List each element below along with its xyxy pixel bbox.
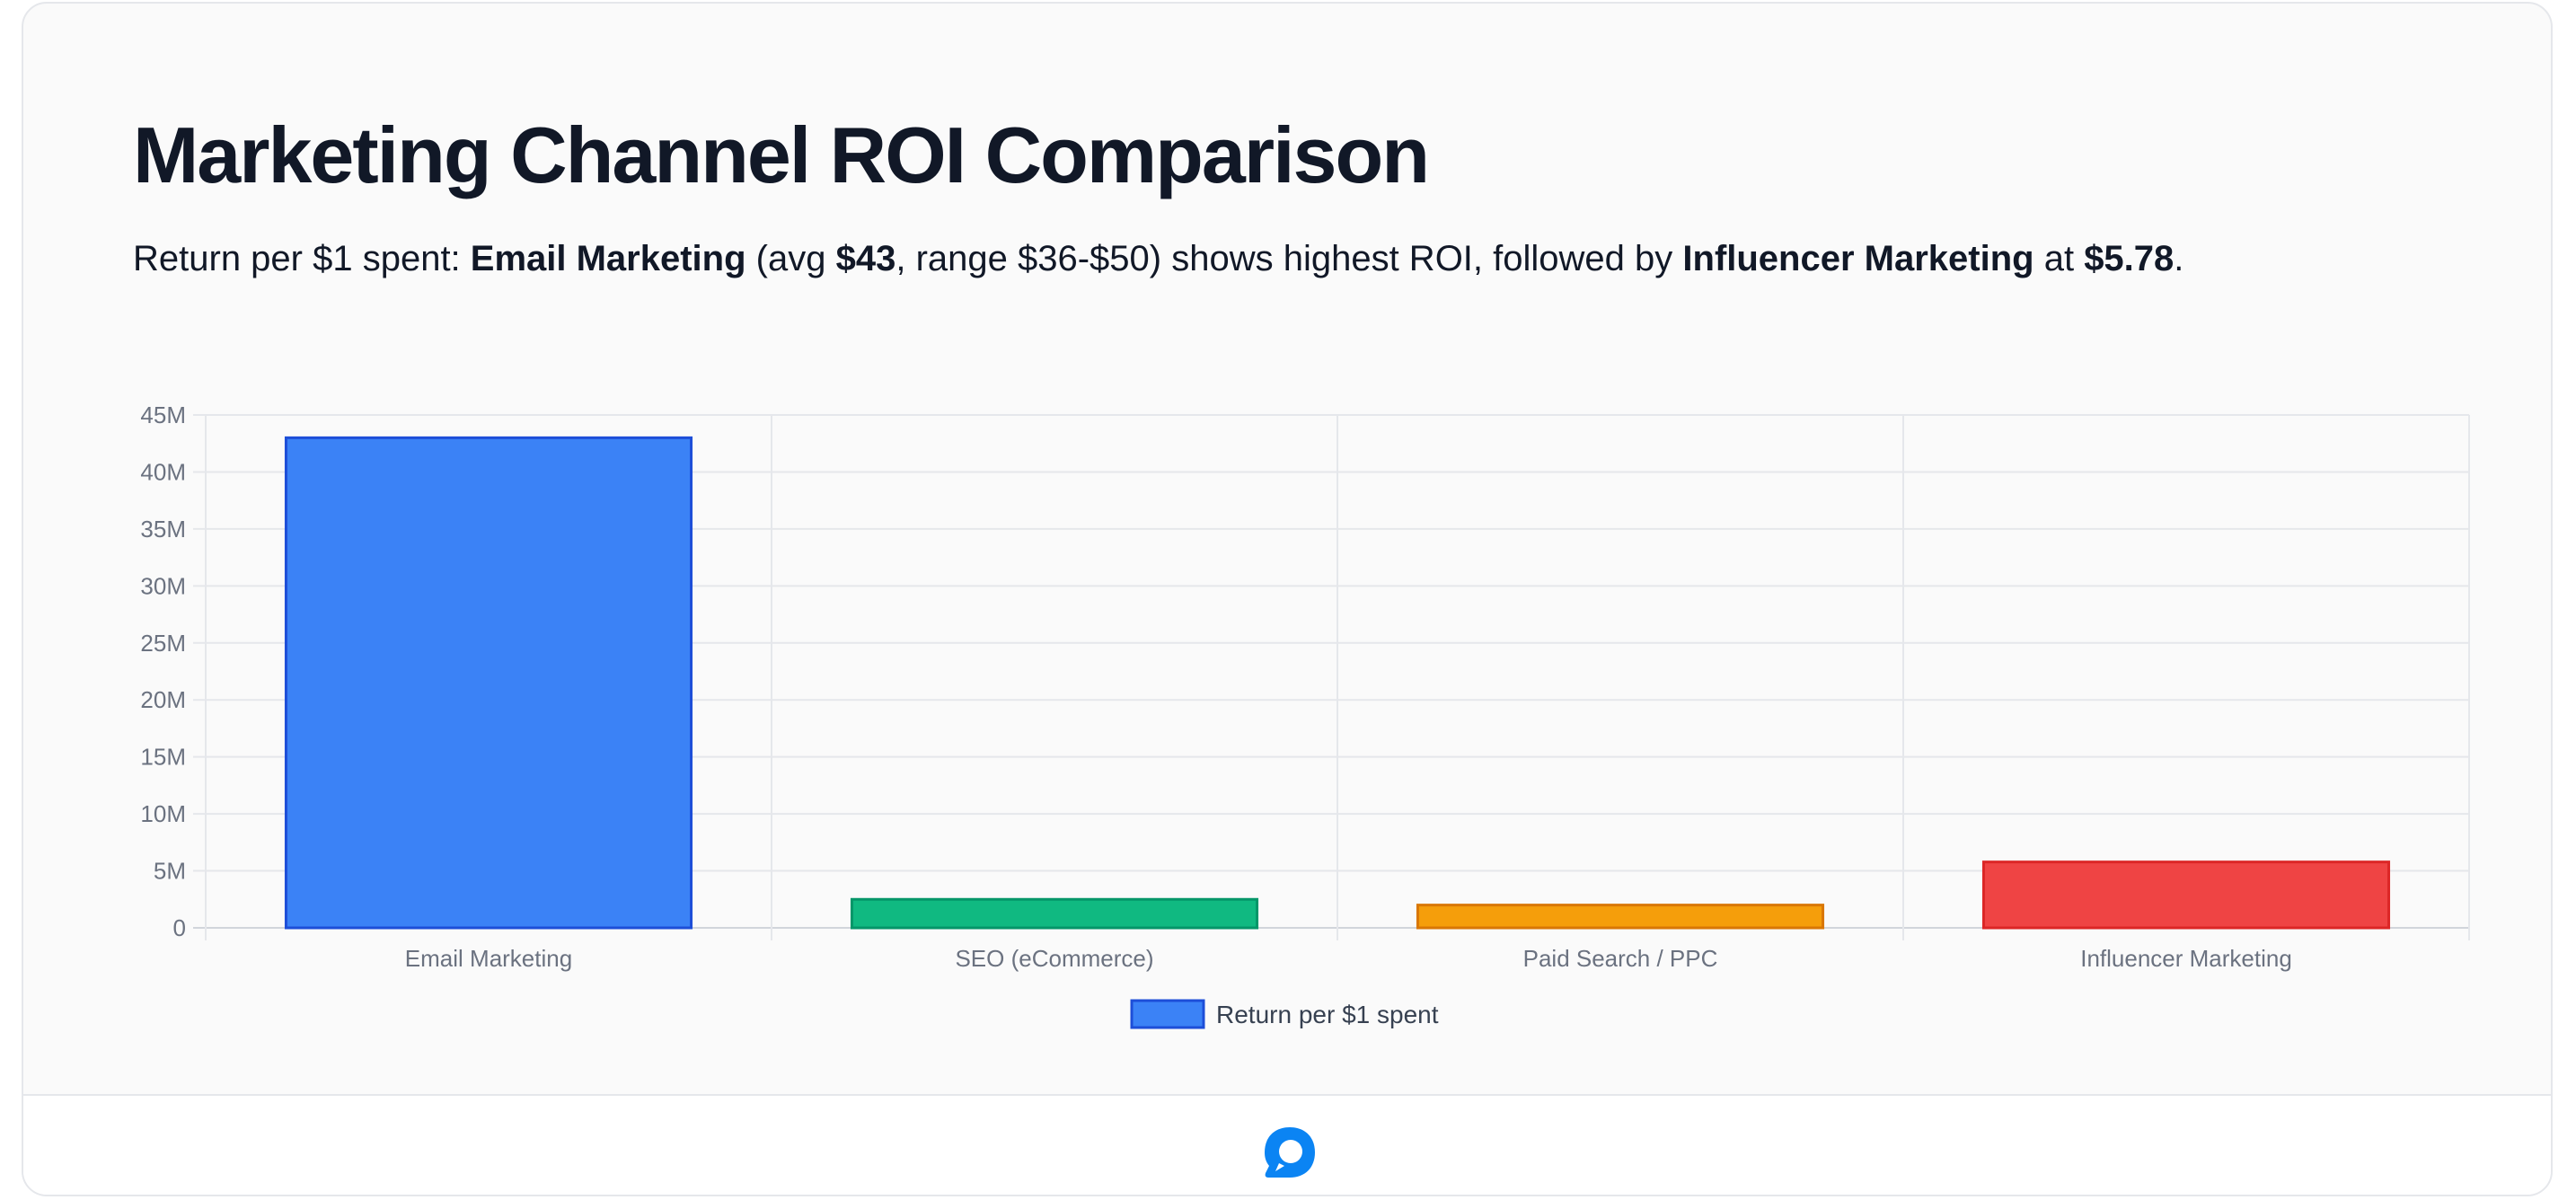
subtitle-highlight-influencer: Influencer Marketing <box>1682 239 2034 278</box>
chart-subtitle: Return per $1 spent: Email Marketing (av… <box>133 239 2183 279</box>
x-tick-label: Paid Search / PPC <box>1523 945 1718 972</box>
bar <box>1416 904 1825 930</box>
legend-label: Return per $1 spent <box>1216 1001 1439 1028</box>
y-tick-label: 20M <box>140 686 186 713</box>
bar <box>284 436 693 930</box>
y-tick-label: 45M <box>140 401 186 428</box>
subtitle-text-4: at <box>2033 239 2085 278</box>
y-tick-label: 25M <box>140 630 186 657</box>
footer <box>23 1094 2551 1195</box>
x-tick-label: Email Marketing <box>405 945 572 972</box>
chat-bubble-logo-icon[interactable] <box>1263 1125 1317 1179</box>
y-tick-label: 10M <box>140 800 186 827</box>
bar <box>1981 860 2391 930</box>
y-tick-label: 35M <box>140 516 186 543</box>
subtitle-highlight-email: Email Marketing <box>470 239 746 278</box>
subtitle-highlight-avg: $43 <box>835 239 896 278</box>
chart-card: Marketing Channel ROI Comparison Return … <box>22 2 2553 1196</box>
subtitle-text-5: . <box>2174 239 2184 278</box>
subtitle-text-1: Return per $1 spent: <box>133 239 471 278</box>
subtitle-text-2: (avg <box>745 239 836 278</box>
y-tick-label: 15M <box>140 744 186 771</box>
page-title: Marketing Channel ROI Comparison <box>133 110 1430 199</box>
subtitle-text-3: , range $36-$50) shows highest ROI, foll… <box>895 239 1683 278</box>
y-tick-label: 5M <box>154 858 186 885</box>
subtitle-highlight-value: $5.78 <box>2084 239 2175 278</box>
bar <box>850 897 1259 930</box>
y-tick-label: 30M <box>140 572 186 599</box>
x-tick-label: Influencer Marketing <box>2080 945 2292 972</box>
y-tick-label: 0 <box>173 914 186 941</box>
x-tick-label: SEO (eCommerce) <box>955 945 1153 972</box>
legend-swatch <box>1130 999 1205 1029</box>
bar-chart: 0 5M 10M 15M 20M 25M 30M 35M 40M 45M Email Marketi… <box>140 401 2470 1029</box>
y-tick-label: 40M <box>140 458 186 485</box>
